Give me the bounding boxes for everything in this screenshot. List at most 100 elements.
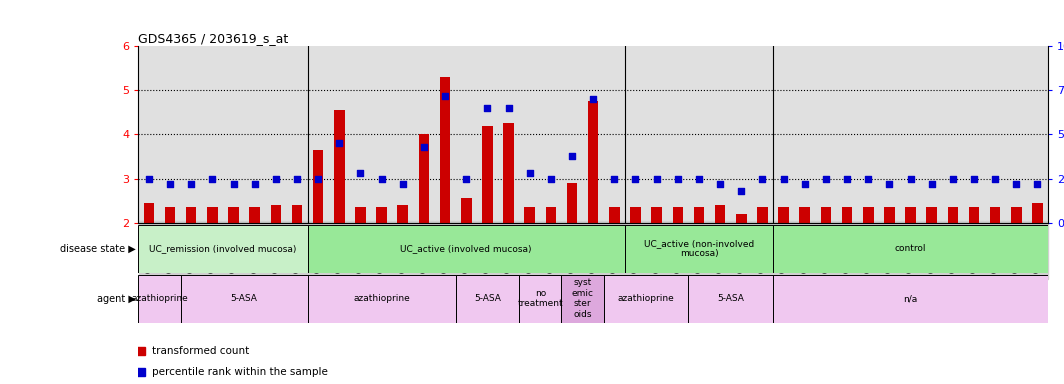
Point: [712, 181, 729, 187]
Bar: [736, 214, 747, 223]
Point: [648, 175, 665, 182]
Bar: [562, 275, 603, 323]
Bar: [820, 207, 831, 223]
Point: [860, 175, 877, 182]
Bar: [1032, 203, 1043, 223]
Point: [605, 175, 622, 182]
Text: 5-ASA: 5-ASA: [231, 294, 257, 303]
Point: [310, 175, 327, 182]
Bar: [503, 123, 514, 223]
Text: agent ▶: agent ▶: [97, 293, 136, 304]
Bar: [482, 126, 493, 223]
Point: [204, 175, 221, 182]
Bar: [863, 207, 874, 223]
Bar: [292, 205, 302, 223]
Point: [267, 175, 284, 182]
Bar: [355, 207, 366, 223]
Point: [775, 175, 792, 182]
Point: [1008, 181, 1025, 187]
Point: [965, 175, 982, 182]
Text: 5-ASA: 5-ASA: [717, 294, 744, 303]
Text: no
treatment: no treatment: [517, 289, 563, 308]
Text: n/a: n/a: [903, 294, 917, 303]
Bar: [249, 207, 260, 223]
Bar: [990, 207, 1000, 223]
Text: GDS4365 / 203619_s_at: GDS4365 / 203619_s_at: [138, 32, 288, 45]
Bar: [207, 207, 218, 223]
Bar: [461, 199, 471, 223]
Bar: [165, 207, 176, 223]
Bar: [715, 205, 726, 223]
Text: percentile rank within the sample: percentile rank within the sample: [151, 367, 328, 377]
Point: [162, 181, 179, 187]
Text: UC_active (involved mucosa): UC_active (involved mucosa): [400, 244, 532, 253]
Point: [924, 181, 941, 187]
Bar: [525, 207, 535, 223]
Bar: [270, 205, 281, 223]
Point: [585, 96, 602, 102]
Bar: [774, 275, 1048, 323]
Point: [395, 181, 412, 187]
Bar: [688, 275, 774, 323]
Bar: [799, 207, 810, 223]
Point: [373, 175, 390, 182]
Bar: [186, 207, 197, 223]
Text: control: control: [895, 244, 927, 253]
Text: azathioprine: azathioprine: [353, 294, 410, 303]
Bar: [307, 275, 455, 323]
Text: azathioprine: azathioprine: [131, 294, 188, 303]
Point: [500, 105, 517, 111]
Bar: [398, 205, 409, 223]
Text: syst
emic
ster
oids: syst emic ster oids: [571, 278, 594, 319]
Point: [415, 144, 432, 150]
Bar: [948, 207, 958, 223]
Point: [436, 93, 453, 99]
Bar: [1011, 207, 1021, 223]
Point: [754, 175, 771, 182]
Bar: [630, 207, 641, 223]
Bar: [672, 207, 683, 223]
Point: [458, 175, 475, 182]
Text: UC_active (non-involved
mucosa): UC_active (non-involved mucosa): [644, 239, 754, 258]
Bar: [334, 110, 345, 223]
Bar: [181, 275, 307, 323]
Bar: [546, 207, 556, 223]
Bar: [774, 225, 1048, 273]
Bar: [138, 275, 181, 323]
Text: UC_remission (involved mucosa): UC_remission (involved mucosa): [149, 244, 297, 253]
Point: [1029, 181, 1046, 187]
Point: [225, 181, 242, 187]
Bar: [651, 207, 662, 223]
Point: [838, 175, 855, 182]
Bar: [778, 207, 788, 223]
Bar: [418, 134, 429, 223]
Bar: [519, 275, 562, 323]
Text: disease state ▶: disease state ▶: [61, 243, 136, 254]
Point: [140, 175, 157, 182]
Point: [881, 181, 898, 187]
Point: [627, 175, 644, 182]
Bar: [144, 203, 154, 223]
Point: [733, 188, 750, 194]
Text: azathioprine: azathioprine: [618, 294, 675, 303]
Point: [796, 181, 813, 187]
Point: [352, 170, 369, 176]
Bar: [313, 150, 323, 223]
Point: [945, 175, 962, 182]
Bar: [603, 275, 688, 323]
Point: [183, 181, 200, 187]
Bar: [377, 207, 387, 223]
Point: [543, 175, 560, 182]
Bar: [567, 183, 578, 223]
Text: 5-ASA: 5-ASA: [473, 294, 501, 303]
Bar: [609, 207, 619, 223]
Text: transformed count: transformed count: [151, 346, 249, 356]
Bar: [138, 225, 307, 273]
Bar: [884, 207, 895, 223]
Point: [817, 175, 834, 182]
Bar: [439, 77, 450, 223]
Bar: [694, 207, 704, 223]
Point: [331, 140, 348, 146]
Bar: [588, 101, 598, 223]
Bar: [307, 225, 625, 273]
